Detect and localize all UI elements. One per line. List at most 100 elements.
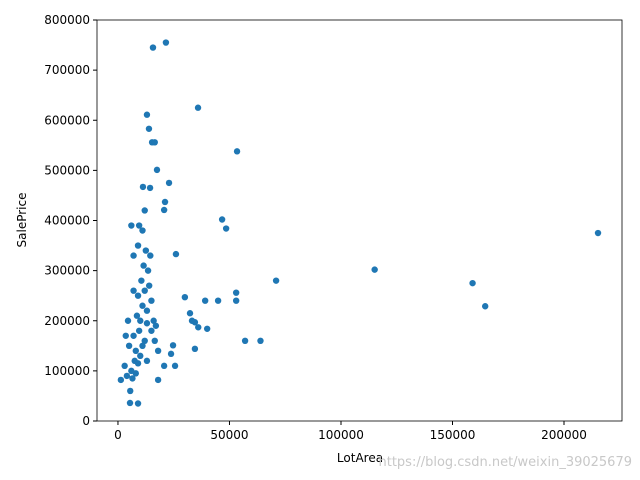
point <box>160 362 168 370</box>
y-tick-label: 600000 <box>44 113 90 127</box>
point <box>141 287 148 294</box>
point <box>152 322 160 329</box>
x-tick-label: 200000 <box>541 428 587 442</box>
point <box>146 184 154 192</box>
point <box>145 125 153 132</box>
point <box>188 317 196 324</box>
point <box>141 207 148 214</box>
point <box>151 139 158 146</box>
point <box>135 327 143 334</box>
point <box>134 242 142 249</box>
point <box>129 375 136 382</box>
point <box>126 399 134 407</box>
point <box>481 303 489 310</box>
point <box>143 111 151 118</box>
point <box>162 39 170 46</box>
point <box>195 324 202 331</box>
y-tick-label: 700000 <box>44 63 90 77</box>
point <box>371 266 378 273</box>
point <box>272 277 280 284</box>
point <box>139 227 146 234</box>
point <box>135 222 143 229</box>
point <box>139 342 146 350</box>
point <box>222 225 230 232</box>
y-tick-label: 0 <box>82 414 90 428</box>
point <box>194 104 202 111</box>
point <box>122 332 129 339</box>
point <box>150 317 157 324</box>
point <box>130 252 137 259</box>
y-tick-label: 500000 <box>44 163 90 177</box>
point <box>232 297 240 304</box>
point <box>139 302 146 309</box>
point <box>169 342 177 349</box>
point <box>172 250 180 258</box>
point <box>148 297 155 304</box>
point <box>130 287 137 294</box>
point <box>139 183 147 191</box>
watermark: https://blog.csdn.net/weixin_39025679 <box>378 455 632 470</box>
point <box>203 325 211 332</box>
point <box>214 297 222 304</box>
point <box>132 347 140 355</box>
point <box>165 179 173 187</box>
x-axis-label: LotArea <box>337 451 383 465</box>
x-tick-label: 0 <box>114 428 122 442</box>
point <box>151 337 158 344</box>
plot-frame <box>96 19 623 422</box>
point <box>233 148 241 155</box>
point <box>147 252 154 259</box>
point <box>140 262 147 269</box>
y-axis-label: SalePrice <box>15 193 29 248</box>
y-tick-label: 400000 <box>44 214 90 228</box>
point <box>143 307 151 314</box>
point <box>469 279 476 287</box>
point <box>127 387 134 395</box>
x-tick-label: 150000 <box>430 428 476 442</box>
point <box>153 166 161 174</box>
point <box>132 370 140 377</box>
point <box>201 297 209 304</box>
point <box>257 337 264 344</box>
point <box>143 357 151 365</box>
point <box>133 312 141 319</box>
y-tick-label: 200000 <box>44 314 90 328</box>
point <box>128 222 135 229</box>
point <box>123 372 131 380</box>
x-tick-label: 50000 <box>210 428 248 442</box>
point <box>232 289 240 296</box>
point <box>144 267 152 274</box>
point <box>130 332 137 339</box>
y-tick-label: 100000 <box>44 364 90 378</box>
point <box>137 352 144 360</box>
point <box>594 229 602 237</box>
point <box>191 345 199 353</box>
point <box>154 347 162 355</box>
point <box>143 320 151 327</box>
point <box>148 327 155 334</box>
point <box>149 44 157 51</box>
point <box>218 216 226 223</box>
y-tick-label: 800000 <box>44 13 90 27</box>
point <box>121 362 128 370</box>
point <box>141 337 148 344</box>
point <box>117 376 125 384</box>
y-tick-label: 300000 <box>44 264 90 278</box>
point <box>125 342 133 350</box>
point <box>181 293 189 301</box>
point <box>167 350 175 358</box>
point <box>138 277 145 284</box>
point <box>186 310 194 317</box>
point <box>142 247 150 254</box>
x-tick-label: 100000 <box>318 428 364 442</box>
point <box>154 376 162 384</box>
point <box>134 400 142 407</box>
point <box>137 317 144 324</box>
point <box>241 337 249 344</box>
point <box>161 198 169 206</box>
point <box>134 360 142 367</box>
point <box>160 206 168 214</box>
point <box>134 292 142 299</box>
point <box>145 282 153 289</box>
